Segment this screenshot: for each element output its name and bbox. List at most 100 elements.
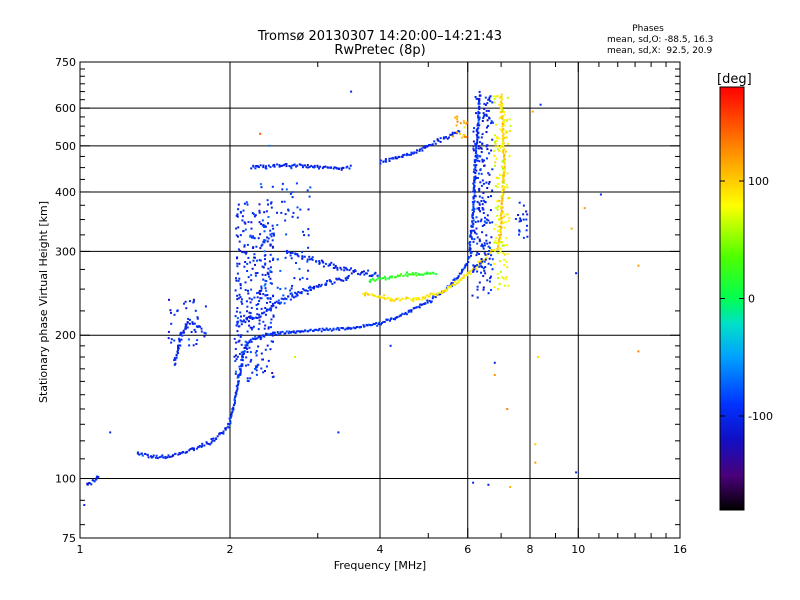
data-point xyxy=(487,483,490,486)
data-point xyxy=(463,274,466,277)
data-point xyxy=(191,322,194,325)
data-point xyxy=(485,109,488,112)
data-point xyxy=(389,344,392,347)
data-point xyxy=(173,359,176,362)
data-point xyxy=(501,195,504,197)
data-point xyxy=(294,253,297,256)
data-point xyxy=(473,191,476,194)
data-point xyxy=(273,331,276,334)
data-point xyxy=(240,300,243,303)
data-point xyxy=(241,359,244,362)
data-point xyxy=(442,137,445,140)
data-point xyxy=(447,286,450,289)
data-point xyxy=(500,98,503,101)
data-point xyxy=(257,328,260,331)
data-point xyxy=(452,279,455,281)
data-point xyxy=(262,266,265,269)
data-point xyxy=(477,124,480,127)
data-point xyxy=(427,144,430,147)
data-point xyxy=(240,315,242,318)
data-point xyxy=(240,363,243,366)
data-point xyxy=(295,330,298,333)
data-point xyxy=(178,339,181,341)
data-point xyxy=(234,360,237,362)
data-point xyxy=(272,331,275,334)
data-point xyxy=(177,352,179,354)
data-point xyxy=(237,203,240,206)
data-point xyxy=(485,145,488,148)
data-point xyxy=(489,95,492,98)
data-point xyxy=(196,326,199,329)
data-point xyxy=(495,242,498,244)
data-point xyxy=(429,272,432,275)
data-point xyxy=(267,327,270,330)
data-point xyxy=(503,171,506,174)
data-point xyxy=(283,297,286,300)
data-point xyxy=(243,352,245,355)
data-point xyxy=(239,210,242,213)
data-point xyxy=(212,437,215,440)
data-point xyxy=(473,176,476,179)
data-point xyxy=(472,145,475,148)
data-point xyxy=(365,272,368,275)
data-point xyxy=(293,277,296,280)
data-point xyxy=(222,432,225,435)
data-point xyxy=(269,229,272,232)
data-point xyxy=(389,297,392,300)
data-point xyxy=(311,258,314,261)
data-point xyxy=(245,356,248,359)
data-point xyxy=(430,292,433,295)
data-point xyxy=(500,105,503,108)
data-point xyxy=(477,131,480,134)
data-point xyxy=(234,315,237,318)
data-point xyxy=(368,293,370,296)
data-point xyxy=(256,272,259,274)
data-point xyxy=(373,294,376,297)
data-point xyxy=(281,188,284,191)
data-point xyxy=(506,183,508,186)
data-point xyxy=(211,439,214,442)
data-point xyxy=(290,330,293,333)
data-point xyxy=(431,143,434,146)
data-point xyxy=(473,168,476,171)
data-point xyxy=(174,362,177,365)
data-point xyxy=(239,311,242,314)
data-point xyxy=(258,211,261,214)
data-point xyxy=(518,229,521,232)
data-point xyxy=(301,166,304,169)
data-point xyxy=(492,95,495,98)
data-point xyxy=(171,454,174,457)
data-point xyxy=(150,455,152,458)
data-point xyxy=(478,265,481,268)
data-point xyxy=(263,254,266,257)
data-point xyxy=(291,252,294,254)
data-point xyxy=(346,165,349,168)
data-point xyxy=(382,277,385,280)
data-point xyxy=(477,121,480,124)
data-point xyxy=(475,216,478,219)
data-point xyxy=(255,337,258,340)
data-point xyxy=(182,329,185,332)
data-point xyxy=(499,146,502,149)
data-point xyxy=(503,113,506,116)
data-point xyxy=(475,232,478,235)
data-point xyxy=(259,247,262,250)
data-point xyxy=(294,291,297,294)
data-point xyxy=(319,285,322,288)
data-point xyxy=(269,253,272,256)
data-point xyxy=(475,129,478,132)
data-point xyxy=(348,269,351,272)
data-point xyxy=(409,273,412,276)
data-point xyxy=(500,100,502,103)
data-point xyxy=(173,339,176,342)
data-point xyxy=(490,254,493,257)
data-point xyxy=(500,207,503,210)
data-point xyxy=(509,124,512,127)
data-point xyxy=(301,251,303,254)
data-point xyxy=(350,272,353,275)
phase-info-title: Phases xyxy=(632,24,664,34)
data-point xyxy=(491,221,494,224)
data-point xyxy=(424,272,427,275)
data-point xyxy=(402,274,405,277)
data-point xyxy=(494,161,497,164)
